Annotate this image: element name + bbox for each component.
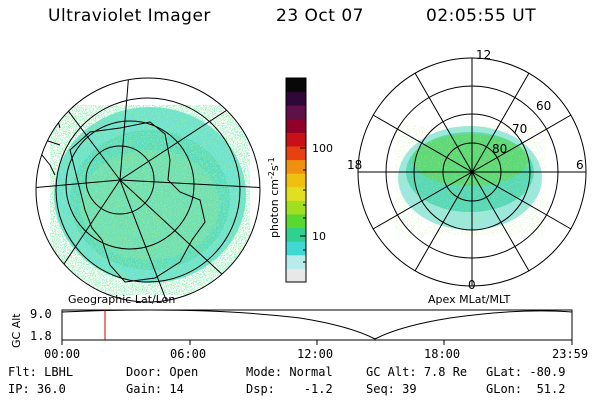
colorbar-segment — [286, 241, 306, 256]
status-flt: Flt: LBHL — [8, 365, 74, 379]
colorbar-segment — [286, 132, 306, 147]
altitude-x-tick-2359: 23:59 — [552, 347, 588, 361]
altitude-x-tick-1200: 12:00 — [297, 347, 333, 361]
image-date: 23 Oct 07 — [276, 6, 364, 26]
colorbar-segment — [286, 214, 306, 229]
status-gc-alt: GC Alt: 7.8 Re — [366, 365, 468, 379]
mlat-label-70: 70 — [512, 122, 527, 136]
colorbar-tick-10: 10 — [312, 230, 326, 243]
colorbar-segment — [286, 118, 306, 133]
colorbar-segment — [286, 146, 306, 161]
status-glon: GLon: 51.2 — [486, 382, 566, 396]
colorbar-segment — [286, 105, 306, 120]
altitude-y-tick-1-8: 1.8 — [30, 329, 52, 343]
mlat-label-60: 60 — [536, 99, 551, 113]
colorbar-segment — [286, 254, 306, 269]
colorbar-ticks — [285, 77, 307, 283]
colorbar-segment — [286, 159, 306, 174]
status-dsp: Dsp: -1.2 — [246, 382, 333, 396]
colorbar-segment — [286, 78, 306, 93]
magnetic-polar-panel: 12 18 6 0 60 70 80 — [347, 48, 587, 292]
status-glat: GLat: -80.9 — [486, 365, 566, 379]
altitude-x-tick-1800: 18:00 — [424, 347, 460, 361]
colorbar-tick-100: 100 — [312, 142, 333, 155]
colorbar-segment — [286, 227, 306, 242]
status-mode: Mode: Normal — [246, 365, 333, 379]
colorbar-segment — [286, 173, 306, 188]
colorbar-segment — [286, 91, 306, 106]
image-time: 02:05:55 UT — [426, 6, 537, 26]
status-ip: IP: 36.0 — [8, 382, 66, 396]
mlat-label-80: 80 — [492, 142, 507, 156]
status-gain: Gain: 14 — [126, 382, 184, 396]
status-door: Door: Open — [126, 365, 199, 379]
colorbar-unit-label: photon cm-2s-1 — [267, 157, 281, 238]
colorbar-segment — [286, 268, 306, 283]
altitude-x-tick-0000: 00:00 — [44, 347, 80, 361]
mlt-label-18: 18 — [347, 158, 362, 172]
right-panel-label: Apex MLat/MLT — [428, 293, 511, 306]
colorbar-segment — [286, 200, 306, 215]
altitude-y-label: GC Alt — [10, 313, 23, 348]
geographic-map-panel — [35, 77, 261, 303]
instrument-title: Ultraviolet Imager — [48, 6, 211, 26]
altitude-plot: GC Alt 9.0 1.8 00:00 06:00 12:00 18:00 2… — [10, 307, 588, 361]
mlt-label-0: 0 — [468, 278, 476, 292]
left-panel-label: Geographic Lat/Lon — [68, 293, 176, 306]
colorbar — [286, 78, 306, 283]
mlt-label-12: 12 — [476, 48, 491, 62]
altitude-x-tick-0600: 06:00 — [170, 347, 206, 361]
colorbar-segment — [286, 186, 306, 201]
mlt-label-6: 6 — [576, 158, 584, 172]
status-seq: Seq: 39 — [366, 382, 417, 396]
altitude-y-tick-9: 9.0 — [30, 307, 52, 321]
